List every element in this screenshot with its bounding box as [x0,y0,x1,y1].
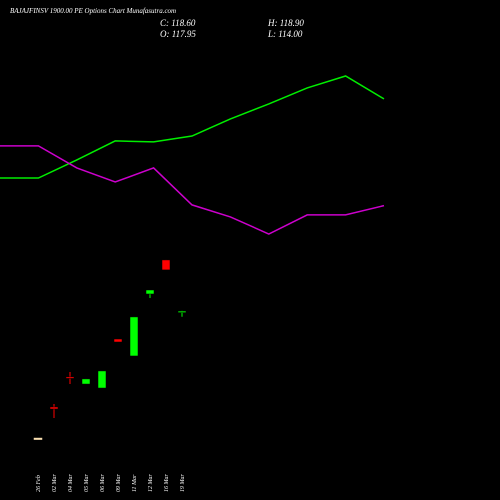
chart-title: BAJAJFINSV 1900.00 PE Options Chart Muna… [10,7,176,15]
x-tick-label: 26 Feb [36,475,42,492]
x-tick-label: 12 Mar [148,474,154,492]
candle-body [33,437,43,440]
x-tick-label: 04 Mar [67,474,74,492]
close-label: C: 118.60 [160,18,196,28]
candle-body [49,406,59,410]
indicator-line [0,75,385,179]
open-label: O: 117.95 [160,29,196,39]
x-tick-label: 16 Mar [164,474,170,492]
candle-body [65,376,75,379]
candle-body [161,259,171,271]
high-label: H: 118.90 [267,18,304,28]
indicator-line [0,145,385,235]
candle-body [145,289,155,295]
x-tick-label: 09 Mar [116,474,122,492]
x-tick-label: 02 Mar [52,474,58,492]
candle-body [113,338,123,343]
candle-body [177,310,187,313]
candle-body [81,378,91,385]
x-tick-label: 06 Mar [100,474,106,492]
x-tick-label: 05 Mar [84,474,90,492]
x-tick-label: 11 Mar [132,474,138,492]
candle-body [129,316,139,357]
candle-body [97,370,107,389]
x-tick-label: 19 Mar [180,474,186,492]
low-label: L: 114.00 [267,29,303,39]
